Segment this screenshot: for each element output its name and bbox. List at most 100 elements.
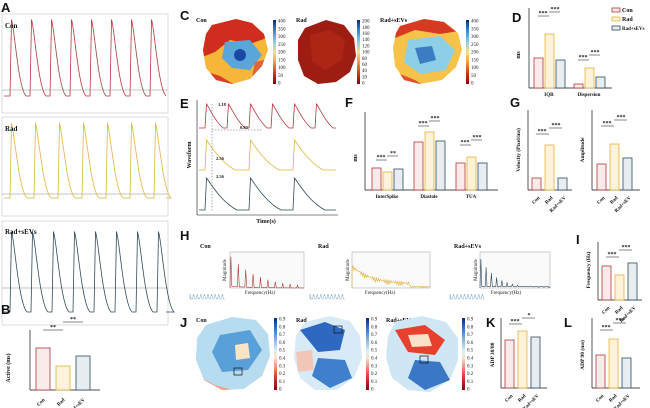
colorbar-tick-label: 200 xyxy=(362,20,370,25)
panel-k-chart: ADP 30/80 *** * Con Rad Rad+sEV xyxy=(490,313,547,408)
colorbar-tick-label: 300 xyxy=(278,35,286,40)
sig-f-3: *** xyxy=(419,121,428,127)
colorbar-tick-label: 150 xyxy=(471,58,479,63)
colorbar-tick-label: 40 xyxy=(362,69,368,74)
spectrum-frame xyxy=(229,251,305,289)
colorbar-tick-label: 200 xyxy=(278,51,286,56)
xcat-i-con: Con xyxy=(602,306,612,316)
colorbar-tick-label: 0.5 xyxy=(467,349,474,354)
legend-d-rad-sevs: Rad+sEVs xyxy=(622,27,645,32)
colorbar-tick-label: 400 xyxy=(278,20,286,25)
spectrum-rad-sevs xyxy=(449,251,551,300)
colorbar-tick-label: 0.5 xyxy=(371,349,378,354)
bar-d-iqr-con xyxy=(533,57,544,89)
xcat-f-interspike: InterSpike xyxy=(376,195,400,200)
bar-d-disp-rad xyxy=(584,67,595,89)
spectrum-xlabel-con: Frequency(Hz) xyxy=(245,291,276,296)
colorbar-tick-label: 400 xyxy=(471,20,479,25)
sig-i-2: *** xyxy=(622,245,631,251)
spectrum-frame xyxy=(479,251,551,289)
colorbar-tick-label: 180 xyxy=(362,26,370,31)
colorbar-tick-label: 50 xyxy=(278,74,284,79)
colorbar-tick-label: 0 xyxy=(371,388,374,393)
panel-label-a: A xyxy=(1,0,11,15)
trace-con xyxy=(4,18,167,97)
colorbar-tick-label: 0.7 xyxy=(279,333,286,338)
bar-d-disp-rad-sevs xyxy=(595,76,606,89)
sig-d-1: *** xyxy=(539,11,548,17)
spectrum-xlabel-rad: Frequency(Hz) xyxy=(365,291,396,296)
xcat-g-rad: Rad xyxy=(545,196,555,206)
annot-e-2: 0.83 xyxy=(240,125,249,130)
panel-label-l: L xyxy=(564,315,572,330)
colorbar-tick-label: 0.9 xyxy=(467,318,474,323)
apd-map-rad xyxy=(294,316,362,390)
colorbar-tick-label: 0 xyxy=(279,388,282,393)
panel-a-traces: Con Rad Rad+sEVs xyxy=(1,13,176,326)
panel-e-ylabel: Waveform xyxy=(187,142,193,169)
sig-b-2: ** xyxy=(70,317,76,323)
sig-l-1: *** xyxy=(602,325,611,331)
spectrum-line xyxy=(479,259,551,289)
panel-label-e: E xyxy=(180,96,189,111)
colorbar-tick-label: 100 xyxy=(471,66,479,71)
spectrum-title-rad: Rad xyxy=(318,244,329,250)
panel-label-c: C xyxy=(180,8,190,23)
colorbar-tick-label: 0.1 xyxy=(467,380,474,385)
panel-h-spectra: Con Rad Rad+sEVs Frequency(Hz) Frequency… xyxy=(189,244,551,300)
colorbar-tick-label: 0.2 xyxy=(279,372,286,377)
trace-label-con: Con xyxy=(5,22,18,30)
colorbar-c-con-ticks: 400 350 300 250 200 150 100 50 0 xyxy=(278,20,286,87)
colorbar-tick-label: 350 xyxy=(278,27,286,32)
panel-label-j: J xyxy=(180,315,187,330)
annot-e-1: 1.18 xyxy=(218,102,227,107)
xcat-g2-con: Con xyxy=(597,196,607,206)
panel-label-f: F xyxy=(345,95,353,110)
colorbar-tick-label: 140 xyxy=(362,38,370,43)
panel-label-g: G xyxy=(510,95,520,110)
panel-g-ylabel-amplitude: Amplitude xyxy=(580,137,586,163)
panel-l-ylabel: ADP 90 (ms) xyxy=(579,340,586,370)
sig-k-2: * xyxy=(528,313,531,319)
bar-d-iqr-rad xyxy=(544,33,555,89)
spectrum-ylabel-con: Magnitude xyxy=(223,258,228,280)
sig-f-1: *** xyxy=(377,155,386,161)
xcat-b-rad: Rad xyxy=(57,398,67,408)
xcat-l-rad: Rad xyxy=(609,394,619,404)
sig-k-1: *** xyxy=(511,319,520,325)
apd-map-rad-sevs xyxy=(386,316,458,392)
spectrum-timeseries xyxy=(189,293,225,300)
colorbar-tick-label: 0.8 xyxy=(279,325,286,330)
colorbar-tick-label: 0.3 xyxy=(467,364,474,369)
xcat-b-con: Con xyxy=(37,398,47,408)
xcat-b-rad-sev: Rad+sEV xyxy=(68,398,86,408)
sig-l-2: *** xyxy=(616,318,625,324)
spectrum-line xyxy=(229,256,304,289)
sig-i-1: *** xyxy=(608,252,617,258)
colorbar-tick-label: 0.4 xyxy=(371,356,378,361)
sig-d-3: *** xyxy=(579,55,588,61)
apd-map-con xyxy=(196,317,270,390)
annot-e-3: 2.56 xyxy=(216,156,225,161)
colorbar-tick-label: 0.5 xyxy=(279,349,286,354)
colorbar-tick-label: 0 xyxy=(467,388,470,393)
panel-g-charts: Velocity (Pixel/ms) *** *** Con Rad Rad+… xyxy=(515,110,640,214)
colorbar-tick-label: 0.3 xyxy=(371,364,378,369)
colorbar-j-con-ticks: 0.9 0.8 0.7 0.6 0.5 0.4 0.3 0.2 0.1 0 xyxy=(279,318,286,393)
colorbar-tick-label: 160 xyxy=(362,32,370,37)
spectrum-title-rad-sevs: Rad+sEVs xyxy=(454,244,482,250)
annot-e-4: 2.56 xyxy=(216,174,225,179)
map-j-title-con: Con xyxy=(196,318,207,324)
colorbar-tick-label: 0 xyxy=(278,82,281,87)
sig-g-4: *** xyxy=(617,115,626,121)
panel-f-chart: ms *** ** *** *** *** *** InterSpike Dia… xyxy=(353,112,498,200)
panel-d-ylabel: ms xyxy=(516,51,522,59)
spectrum-xlabel-rad-sevs: Frequency(Hz) xyxy=(491,291,522,296)
bar-b-rad-sev xyxy=(75,355,91,391)
sig-f-5: *** xyxy=(461,140,470,146)
colorbar-tick-label: 0 xyxy=(362,82,365,87)
map-j-title-rad: Rad xyxy=(296,318,307,324)
spectrum-timeseries xyxy=(449,293,485,300)
map-c-title-rad-sevs: Rad+sEVs xyxy=(380,18,408,24)
